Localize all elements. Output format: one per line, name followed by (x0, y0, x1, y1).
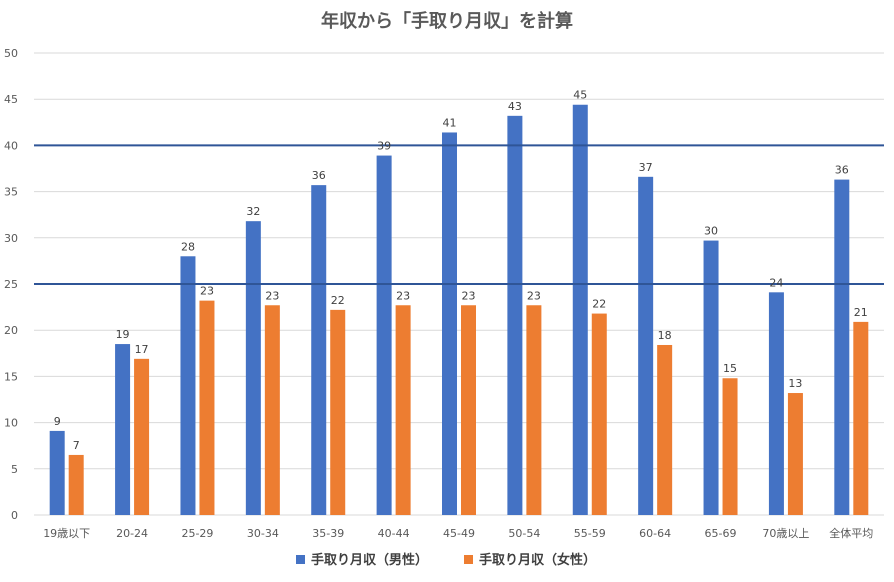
y-tick-label: 30 (4, 232, 18, 245)
bar-male (115, 344, 131, 515)
data-label: 23 (200, 285, 214, 298)
bar-female (461, 305, 476, 515)
x-tick-label: 70歳以上 (762, 527, 809, 540)
y-tick-label: 5 (11, 463, 18, 476)
x-tick-label: 20-24 (116, 527, 148, 540)
data-label: 36 (835, 164, 849, 177)
data-label: 23 (462, 289, 476, 302)
x-tick-label: 65-69 (705, 527, 737, 540)
bar-female (68, 454, 84, 515)
data-label: 21 (854, 306, 868, 319)
bars (49, 104, 869, 516)
bar-male (768, 292, 784, 515)
bar-male (376, 155, 392, 515)
bar-male (311, 185, 327, 515)
x-tick-label: 19歳以下 (43, 527, 90, 540)
x-axis: 19歳以下 20-24 25-29 30-34 35-39 40-44 45-49 50-54… (43, 526, 873, 540)
bar-male (49, 430, 65, 515)
x-tick-label: 35-39 (312, 527, 344, 540)
bar-female (264, 305, 280, 515)
x-tick-label: 45-49 (443, 527, 475, 540)
legend-swatch-female (464, 555, 473, 564)
x-tick-label: 40-44 (378, 527, 410, 540)
x-tick-label: 60-64 (639, 527, 671, 540)
bar-male (834, 179, 850, 515)
bar-female (395, 305, 411, 515)
bar-female (199, 300, 215, 515)
data-label: 15 (723, 362, 737, 375)
data-label: 22 (331, 294, 345, 307)
y-tick-label: 25 (4, 278, 18, 291)
data-label: 22 (592, 298, 606, 311)
reference-lines (34, 144, 884, 285)
data-label: 7 (73, 439, 80, 452)
y-tick-label: 10 (4, 417, 18, 430)
bar-female (526, 305, 542, 515)
bar-female (853, 321, 869, 515)
bar-female (787, 393, 803, 515)
x-tick-label: 55-59 (574, 527, 606, 540)
data-label: 9 (54, 415, 61, 428)
data-label: 28 (181, 240, 195, 253)
bar-female (722, 378, 738, 515)
bar-female (657, 344, 673, 515)
bar-female (134, 358, 150, 515)
data-label: 23 (265, 289, 279, 302)
data-label: 24 (769, 276, 783, 289)
bar-male (245, 221, 261, 515)
bar-male (180, 256, 196, 515)
data-label: 30 (704, 225, 718, 238)
legend-label-male: 手取り月収（男性） (311, 552, 428, 568)
y-tick-label: 20 (4, 324, 18, 337)
data-label: 18 (658, 329, 672, 342)
data-label: 23 (527, 289, 541, 302)
data-labels: 97 19 17 28 23 32 23 36 22 39 23 41 23 43 23 45 22 37 18 30… (54, 89, 868, 452)
chart-title: 年収から「手取り月収」を計算 (321, 10, 573, 32)
data-label: 36 (312, 169, 326, 182)
bar-male (703, 240, 719, 515)
y-tick-label: 0 (11, 509, 18, 522)
y-axis: 0 5 10 15 20 25 30 35 40 45 50 (4, 47, 18, 522)
data-label: 17 (135, 343, 149, 356)
data-label: 37 (639, 161, 653, 174)
bar-male (442, 132, 457, 516)
y-tick-label: 15 (4, 370, 18, 383)
y-tick-label: 35 (4, 186, 18, 199)
bar-male (572, 104, 588, 515)
bar-male (507, 115, 523, 515)
y-tick-label: 50 (4, 47, 18, 60)
x-tick-label: 全体平均 (829, 526, 873, 540)
legend: 手取り月収（男性） 手取り月収（女性） (296, 552, 596, 568)
bar-female (330, 309, 346, 515)
data-label: 23 (396, 289, 410, 302)
x-tick-label: 30-34 (247, 527, 279, 540)
legend-swatch-male (296, 555, 305, 564)
x-tick-label: 25-29 (181, 527, 213, 540)
x-tick-label: 50-54 (508, 527, 540, 540)
data-label: 39 (377, 140, 391, 153)
data-label: 41 (443, 116, 457, 129)
data-label: 19 (116, 328, 130, 341)
bar-male (638, 176, 654, 516)
data-label: 45 (573, 89, 587, 102)
y-tick-label: 45 (4, 93, 18, 106)
legend-label-female: 手取り月収（女性） (479, 552, 596, 568)
data-label: 43 (508, 100, 522, 113)
bar-female (591, 313, 607, 515)
y-tick-label: 40 (4, 139, 18, 152)
data-label: 13 (788, 377, 802, 390)
data-label: 32 (246, 205, 260, 218)
